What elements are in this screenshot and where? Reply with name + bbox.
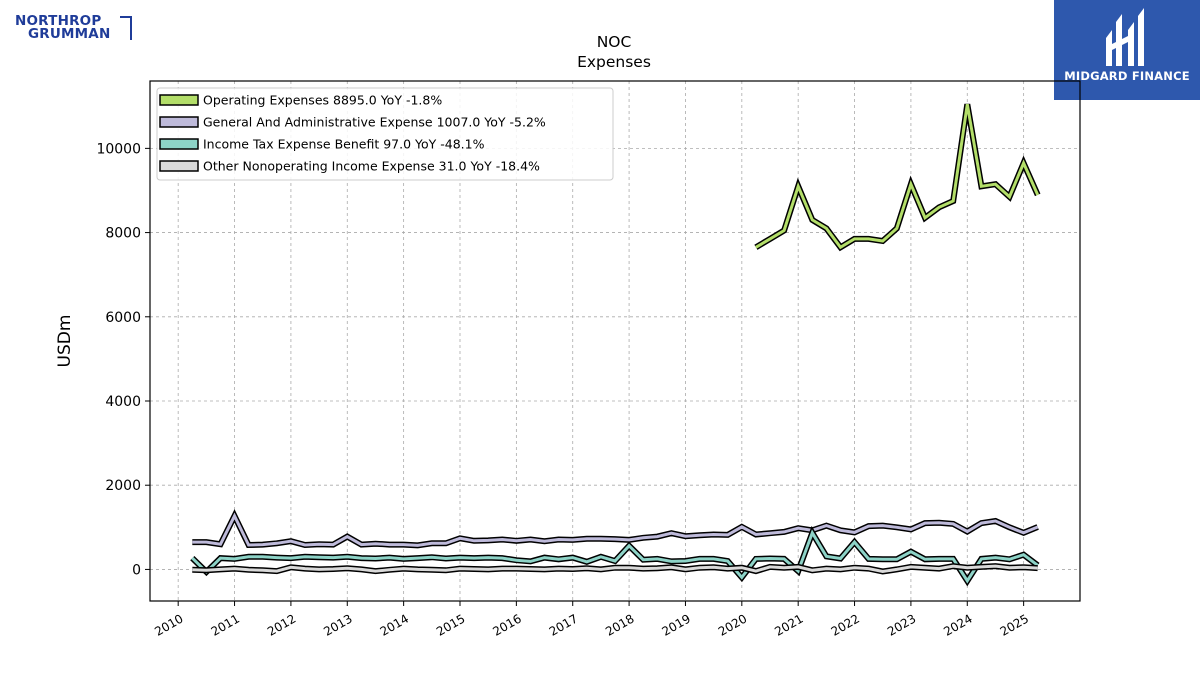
company-logo-bracket [130, 16, 132, 40]
x-tick-label: 2021 [772, 611, 805, 638]
y-tick-label: 10000 [96, 141, 141, 157]
company-logo-line1: NORTHROP [15, 13, 102, 29]
x-axis-ticks: 2010 2011 2012 2013 2014 2015 2016 2017 2018 2019… [152, 601, 1031, 639]
x-tick-label: 2014 [378, 611, 411, 638]
x-tick-label: 2019 [660, 611, 693, 638]
chart-subtitle: Expenses [577, 53, 651, 71]
series-line-1 [192, 512, 1039, 547]
x-tick-label: 2010 [152, 611, 185, 638]
legend-box [156, 87, 614, 181]
legend-entry-label: General And Administrative Expense 1007.… [203, 115, 546, 130]
brand-badge: MIDGARD FINANCE [1054, 0, 1200, 100]
y-tick-label: 2000 [105, 478, 141, 494]
plot-area-frame [149, 80, 1081, 602]
brand-badge-name: MIDGARD FINANCE [1064, 69, 1190, 83]
x-tick-label: 2016 [490, 611, 523, 638]
x-tick-label: 2011 [209, 611, 242, 638]
y-tick-label: 0 [132, 562, 141, 578]
x-tick-label: 2022 [829, 611, 862, 638]
brand-mark-icon [1106, 8, 1144, 66]
legend-entry-label: Other Nonoperating Income Expense 31.0 Y… [203, 159, 540, 174]
legend-entry-label: Operating Expenses 8895.0 YoY -1.8% [203, 93, 442, 108]
legend-swatch [159, 116, 199, 128]
series-line-2 [191, 529, 1039, 584]
y-tick-label: 4000 [105, 394, 141, 410]
series-line-3 [192, 564, 1038, 574]
series-line-0 [755, 103, 1040, 250]
x-tick-label: 2012 [265, 611, 298, 638]
x-tick-label: 2013 [321, 611, 354, 638]
x-tick-label: 2025 [998, 611, 1031, 638]
legend-swatch [159, 160, 199, 172]
legend-swatch [159, 94, 199, 106]
x-tick-label: 2023 [885, 611, 918, 638]
x-tick-label: 2017 [547, 611, 580, 638]
legend-swatch [159, 138, 199, 150]
company-logo-bracket-top [120, 16, 132, 18]
company-logo: NORTHROP GRUMMAN [14, 14, 132, 44]
legend: Operating Expenses 8895.0 YoY -1.8% Gener… [156, 87, 614, 181]
y-tick-label: 6000 [105, 310, 141, 326]
x-tick-label: 2020 [716, 611, 749, 638]
chart-title: NOC [597, 33, 632, 51]
x-tick-label: 2015 [434, 611, 467, 638]
legend-entry-label: Income Tax Expense Benefit 97.0 YoY -48.… [203, 137, 485, 152]
series-lines [190, 103, 1041, 587]
company-logo-line2: GRUMMAN [28, 26, 111, 42]
y-axis-label: USDm [55, 315, 75, 368]
y-tick-label: 8000 [105, 226, 141, 242]
y-axis-ticks: 0 2000 4000 6000 8000 10000 [96, 141, 150, 578]
x-tick-label: 2024 [941, 611, 974, 638]
x-tick-label: 2018 [603, 611, 636, 638]
